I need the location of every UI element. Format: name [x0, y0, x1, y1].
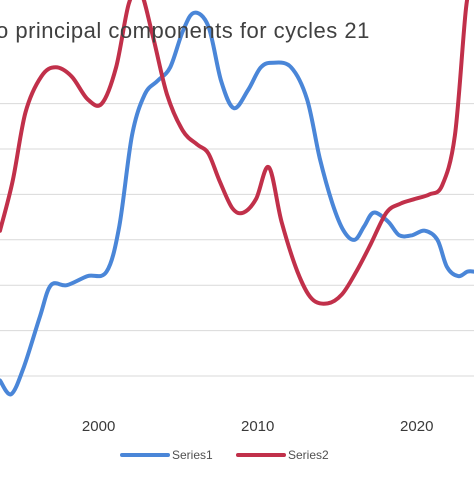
x-tick-label-2020: 2020 [400, 418, 433, 435]
legend-label-2: Series2 [288, 448, 329, 462]
x-tick-label-2010: 2010 [241, 418, 274, 435]
x-axis-ticks: 2000 2010 2020 [82, 418, 433, 435]
x-tick-label-2000: 2000 [82, 418, 115, 435]
chart-title: o principal components for cycles 21 [0, 18, 370, 43]
series-lines [0, 0, 474, 397]
series-line-1 [0, 10, 474, 397]
legend-label-1: Series1 [172, 448, 213, 462]
gridlines [0, 103, 474, 377]
series-line-2 [0, 0, 470, 306]
legend: Series1 Series2 [120, 448, 329, 462]
